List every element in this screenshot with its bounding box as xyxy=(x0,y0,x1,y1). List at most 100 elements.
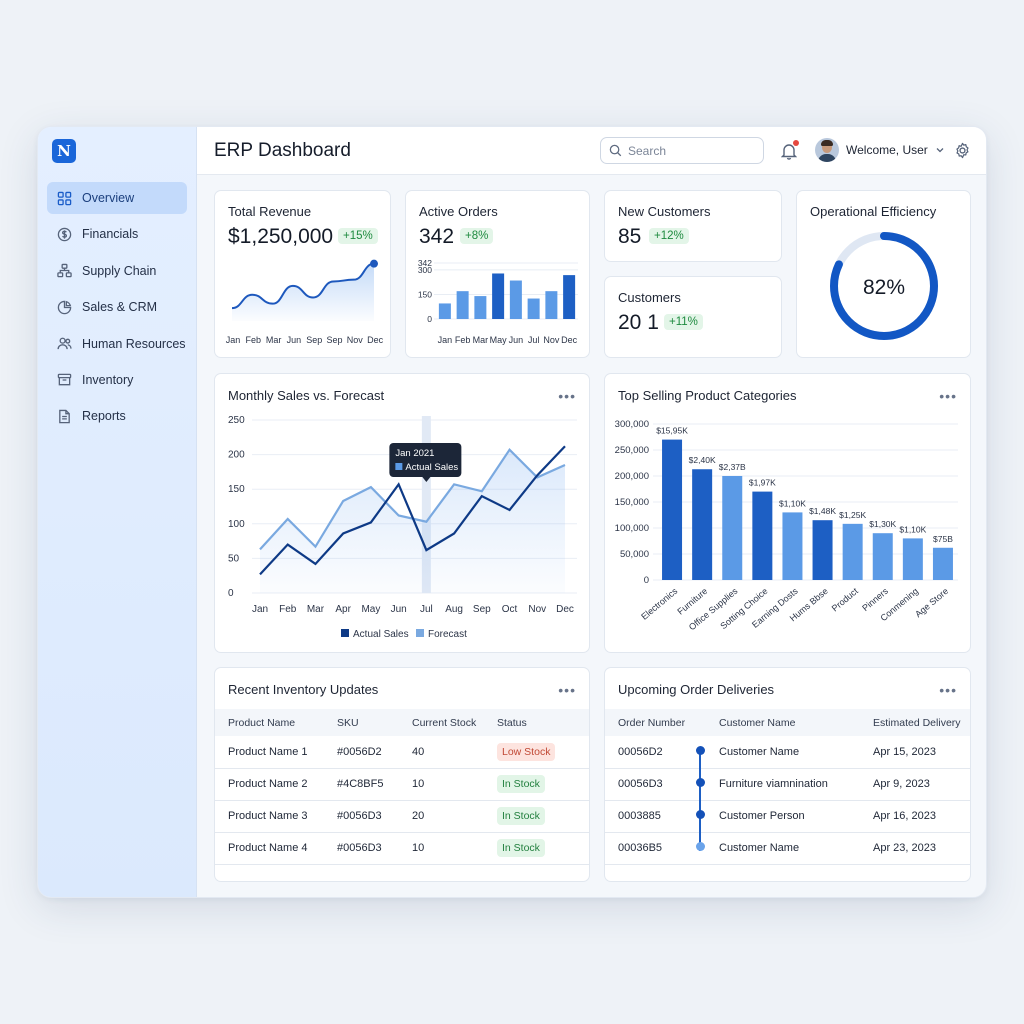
tooltip-label: Actual Sales xyxy=(405,462,458,473)
gear-icon[interactable] xyxy=(954,142,971,159)
timeline-cell xyxy=(696,768,719,801)
x-tick-label: Aug xyxy=(445,604,463,615)
top-categories-chart: 0 50,000 100,000 150,000 200,000 250,000 300,0… xyxy=(615,419,958,632)
sidebar-item-financials[interactable]: Financials xyxy=(47,218,187,250)
avatar[interactable] xyxy=(815,138,839,162)
search-input[interactable] xyxy=(628,143,748,158)
sidebar-item-label: Inventory xyxy=(82,372,134,387)
operational-efficiency-card[interactable]: Operational Efficiency 82% xyxy=(796,190,971,358)
card-title: Recent Inventory Updates xyxy=(228,682,379,697)
dollar-circle-icon xyxy=(56,226,72,242)
more-options-icon[interactable]: ••• xyxy=(558,682,576,698)
more-options-icon[interactable]: ••• xyxy=(558,388,576,404)
bell-icon[interactable] xyxy=(781,142,797,160)
sidebar-item-sales-crm[interactable]: Sales & CRM xyxy=(47,291,187,323)
column-header[interactable]: Order Number xyxy=(618,716,686,729)
timeline-dot xyxy=(696,842,705,851)
bar xyxy=(545,291,558,319)
table-row[interactable]: Product Name 4 #0056D3 10 In Stock xyxy=(215,832,589,865)
sidebar-item-inventory[interactable]: Inventory xyxy=(47,364,187,396)
y-tick-label: 250 xyxy=(228,415,245,426)
status-cell: In Stock xyxy=(497,832,589,865)
stock-cell: 20 xyxy=(412,800,497,833)
sidebar-item-label: Supply Chain xyxy=(82,263,157,278)
new-customers-card[interactable]: New Customers 85 +12% xyxy=(604,190,782,262)
sku-cell: #0056D3 xyxy=(337,832,412,865)
delivery-date-cell: Apr 16, 2023 xyxy=(873,800,970,833)
customer-name-cell: Customer Name xyxy=(719,736,873,769)
order-deliveries-card[interactable]: Upcoming Order Deliveries ••• Order Numb… xyxy=(604,667,971,882)
sales-forecast-chart: 0 50 100 150 200 250 Jan Feb Mar Apr May Jun Jul Aug S… xyxy=(228,415,577,640)
bar xyxy=(812,520,833,580)
table-row[interactable]: 00056D2 Customer Name Apr 15, 2023 xyxy=(605,736,970,769)
x-tick-label: Jun xyxy=(509,335,524,345)
inventory-updates-card[interactable]: Recent Inventory Updates ••• Product Nam… xyxy=(214,667,590,882)
sidebar-item-label: Financials xyxy=(82,227,139,242)
column-header[interactable]: Customer Name xyxy=(719,716,796,729)
top-categories-card[interactable]: Top Selling Product Categories ••• 0 50,0… xyxy=(604,373,971,653)
bar xyxy=(563,275,576,319)
product-name-cell: Product Name 4 xyxy=(215,832,337,865)
table-row[interactable]: 00036B5 Customer Name Apr 23, 2023 xyxy=(605,832,970,865)
column-header[interactable]: Estimated Delivery xyxy=(873,716,961,729)
tooltip xyxy=(389,443,462,477)
sales-forecast-card[interactable]: Monthly Sales vs. Forecast ••• 0 50 100 150… xyxy=(214,373,590,653)
table-row[interactable]: Product Name 2 #4C8BF5 10 In Stock xyxy=(215,768,589,801)
sidebar-item-overview[interactable]: Overview xyxy=(47,182,187,214)
bar xyxy=(438,303,451,319)
sidebar-item-label: Sales & CRM xyxy=(82,300,158,315)
bar xyxy=(474,296,487,319)
card-title: Total Revenue xyxy=(228,204,312,219)
user-menu[interactable]: Welcome, User xyxy=(815,138,945,162)
data-label: $1,48K xyxy=(809,506,836,516)
x-tick-label: Feb xyxy=(455,335,471,345)
product-name-cell: Product Name 3 xyxy=(215,800,337,833)
column-header[interactable]: Current Stock xyxy=(412,716,477,729)
new-customers-change-badge: +12% xyxy=(649,228,689,244)
column-header[interactable]: SKU xyxy=(337,716,359,729)
sparkline-endpoint xyxy=(370,259,378,268)
x-tick-label: Dec xyxy=(367,335,384,345)
stock-cell: 10 xyxy=(412,768,497,801)
table-row[interactable]: 0003885 Customer Person Apr 16, 2023 xyxy=(605,800,970,833)
table-row[interactable]: Product Name 1 #0056D2 40 Low Stock xyxy=(215,736,589,769)
bar xyxy=(752,491,773,580)
app-logo[interactable]: N xyxy=(52,139,76,163)
total-revenue-card[interactable]: Total Revenue $1,250,000 +15% Jan Feb Mar J… xyxy=(214,190,391,358)
new-customers-value: 85 xyxy=(618,225,642,248)
x-tick-label: Mar xyxy=(473,335,489,345)
document-icon xyxy=(56,408,72,424)
data-label: $2,40K xyxy=(689,455,716,465)
chevron-down-icon[interactable] xyxy=(935,145,945,155)
active-orders-card[interactable]: Active Orders 342 +8% 0 150 300 342 Jan Feb Ma… xyxy=(405,190,590,358)
notification-dot xyxy=(793,140,799,146)
sidebar-item-supply-chain[interactable]: Supply Chain xyxy=(47,255,187,287)
more-options-icon[interactable]: ••• xyxy=(939,388,957,404)
y-tick-label: 200,000 xyxy=(615,471,649,482)
y-tick-label: 50 xyxy=(228,553,240,564)
table-row[interactable]: 00056D3 Furniture viamnination Apr 9, 20… xyxy=(605,768,970,801)
search-box[interactable] xyxy=(600,137,764,164)
bar xyxy=(509,280,522,319)
bar xyxy=(932,547,953,580)
column-header[interactable]: Status xyxy=(497,716,527,729)
customers-change-badge: +11% xyxy=(664,314,703,330)
customers-value: 20 1 xyxy=(618,311,659,334)
status-cell: Low Stock xyxy=(497,736,589,769)
sidebar-item-human-resources[interactable]: Human Resources xyxy=(47,328,187,360)
sidebar-item-label: Reports xyxy=(82,409,126,424)
y-tick-label: 200 xyxy=(228,450,245,461)
table-header-row: Product Name SKU Current Stock Status xyxy=(215,709,589,736)
delivery-timeline-line xyxy=(699,753,701,851)
more-options-icon[interactable]: ••• xyxy=(939,682,957,698)
customers-card[interactable]: Customers 20 1 +11% xyxy=(604,276,782,358)
bar xyxy=(692,469,713,580)
revenue-change-badge: +15% xyxy=(338,228,378,244)
tooltip-title: Jan 2021 xyxy=(395,448,434,459)
orders-change-badge: +8% xyxy=(460,228,494,244)
x-tick-label: Age Store xyxy=(913,586,950,619)
sku-cell: #0056D2 xyxy=(337,736,412,769)
table-row[interactable]: Product Name 3 #0056D3 20 In Stock xyxy=(215,800,589,833)
column-header[interactable]: Product Name xyxy=(228,716,296,729)
sidebar-item-reports[interactable]: Reports xyxy=(47,400,187,432)
